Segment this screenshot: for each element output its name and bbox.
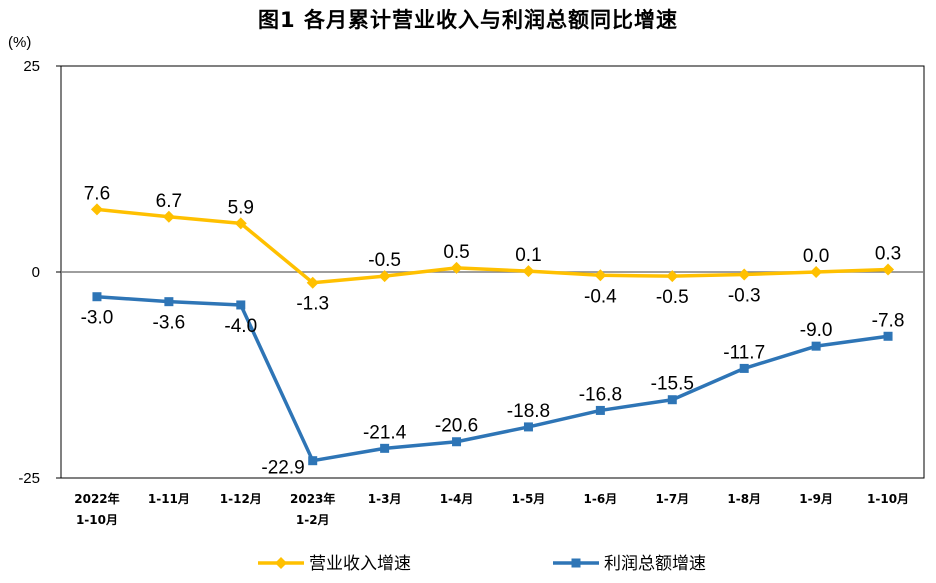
data-point xyxy=(666,270,679,283)
series-line-1 xyxy=(96,207,889,285)
data-label: -20.6 xyxy=(435,416,478,437)
data-label: -7.8 xyxy=(872,310,905,331)
data-point xyxy=(810,266,823,278)
x-tick-label: 1-7月 xyxy=(655,492,689,506)
x-tick-label: 1-10月 xyxy=(867,492,909,506)
x-tick-label: 1-6月 xyxy=(584,492,618,506)
data-point xyxy=(522,265,535,278)
data-point xyxy=(739,363,749,373)
data-label: -3.0 xyxy=(81,308,114,329)
data-point xyxy=(236,300,246,310)
data-point xyxy=(452,437,462,447)
data-label: -3.6 xyxy=(153,313,186,334)
x-tick-label: 1-4月 xyxy=(440,492,474,506)
y-tick-label: -25 xyxy=(18,470,40,487)
data-label: -0.5 xyxy=(368,250,401,271)
y-tick-label: 25 xyxy=(23,58,40,75)
data-label: 0.1 xyxy=(515,245,541,266)
legend-marker xyxy=(275,557,287,569)
data-label: -4.0 xyxy=(224,316,257,337)
data-point xyxy=(667,395,677,405)
data-point xyxy=(450,261,463,274)
legend-entry: 利润总额增速 xyxy=(604,554,706,574)
data-label: -0.4 xyxy=(584,286,617,307)
data-point xyxy=(308,456,318,466)
data-point xyxy=(306,276,319,289)
x-tick-label: 1-8月 xyxy=(727,492,761,506)
data-point xyxy=(883,331,893,341)
x-tick-label: 1-9月 xyxy=(799,492,833,506)
y-axis-label: (%) xyxy=(8,34,31,51)
data-point xyxy=(90,203,103,216)
data-point xyxy=(811,341,821,351)
data-label: -0.3 xyxy=(728,285,761,306)
data-label: -18.8 xyxy=(507,401,550,422)
data-point xyxy=(234,217,247,230)
data-point xyxy=(594,269,607,282)
x-tick-label: 1-2月 xyxy=(296,513,330,527)
data-label: -11.7 xyxy=(723,342,765,363)
x-tick-label: 1-5月 xyxy=(512,492,546,506)
data-label: 7.6 xyxy=(84,183,110,204)
x-tick-label: 1-11月 xyxy=(148,492,190,506)
data-point xyxy=(738,268,751,281)
data-point xyxy=(595,405,605,415)
data-label: 6.7 xyxy=(156,191,182,212)
data-label: 5.9 xyxy=(228,197,254,218)
data-label: -9.0 xyxy=(800,320,833,341)
series-line-2 xyxy=(96,294,889,463)
data-label: -16.8 xyxy=(579,384,622,405)
data-label: 0.0 xyxy=(803,246,829,267)
data-point xyxy=(378,270,391,283)
legend-entry: 营业收入增速 xyxy=(309,554,411,574)
data-point xyxy=(164,297,174,307)
x-tick-label: 2023年 xyxy=(290,491,335,506)
data-label: 0.3 xyxy=(875,244,901,265)
chart-title: 图1 各月累计营业收入与利润总额同比增速 xyxy=(258,8,678,32)
x-tick-label: 1-3月 xyxy=(368,492,402,506)
data-point xyxy=(523,422,533,432)
y-tick-label: 0 xyxy=(32,264,40,281)
data-label: -21.4 xyxy=(363,422,407,443)
data-point xyxy=(882,263,895,276)
data-label: -1.3 xyxy=(296,294,329,315)
data-label: -0.5 xyxy=(656,287,689,308)
data-point xyxy=(380,443,390,453)
legend-marker xyxy=(571,558,581,568)
data-point xyxy=(162,210,175,223)
data-label: -15.5 xyxy=(651,374,694,395)
x-tick-label: 1-10月 xyxy=(76,513,118,527)
x-tick-label: 1-12月 xyxy=(220,492,262,506)
data-label: 0.5 xyxy=(443,242,469,263)
data-point xyxy=(92,292,102,302)
x-tick-label: 2022年 xyxy=(74,491,119,506)
data-label: -22.9 xyxy=(261,458,304,479)
